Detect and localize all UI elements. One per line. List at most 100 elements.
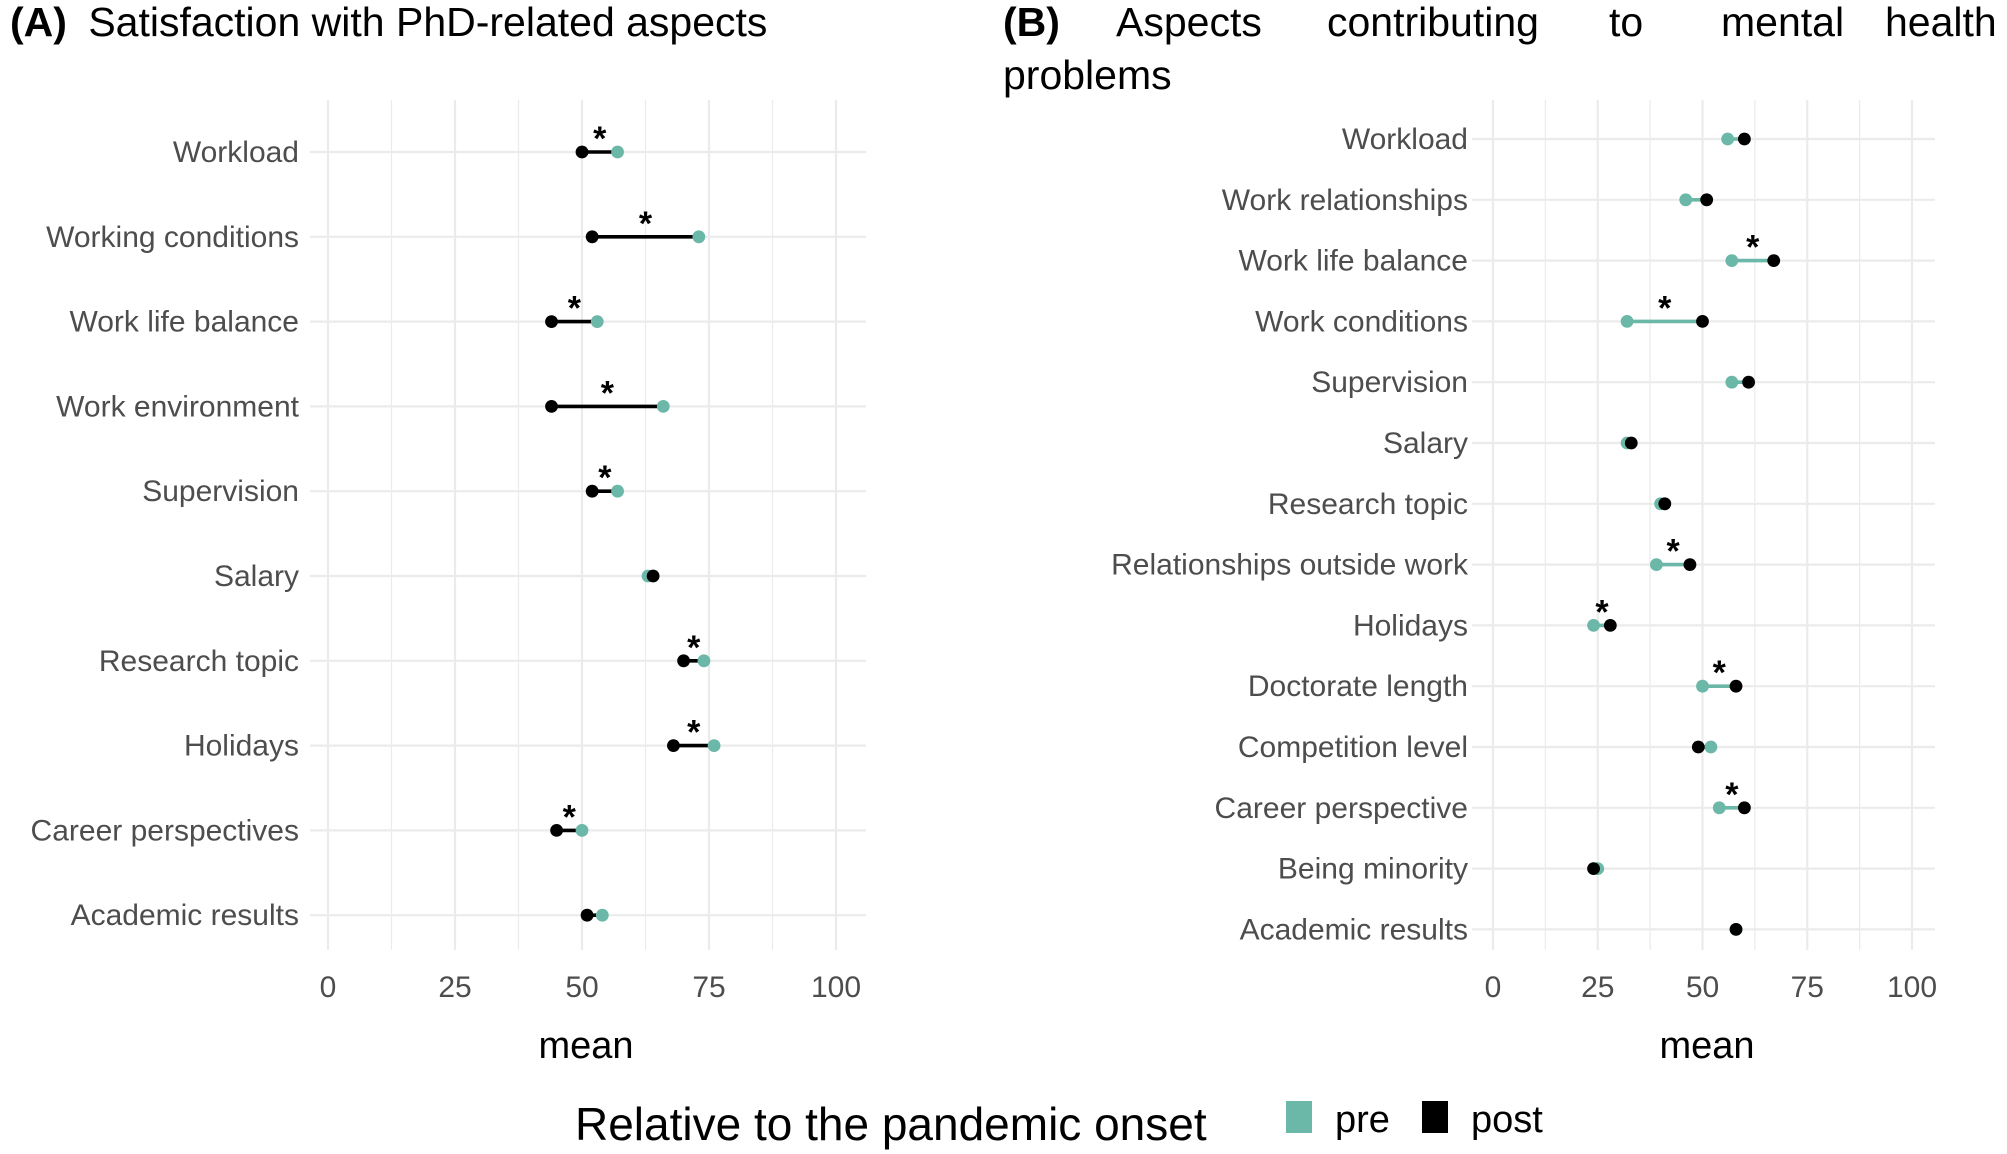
category-label: Salary (214, 560, 299, 593)
legend-label-post: post (1471, 1099, 1543, 1141)
x-tick-label: 75 (1791, 971, 1824, 1004)
panel-b-marks: * * * * * * (1587, 132, 1781, 936)
category-label: Work relationships (1222, 184, 1468, 217)
point-post (1658, 497, 1672, 511)
significance-star: * (1725, 776, 1739, 814)
panel-b-x-axis-title: mean (1659, 1025, 1754, 1067)
category-label: Work environment (56, 390, 300, 423)
point-post (1691, 740, 1705, 754)
point-pre (1587, 619, 1600, 632)
point-post (1624, 436, 1638, 450)
panel-b-x-tick-labels: 0 25 50 75 100 (1485, 971, 1937, 1004)
panel-b-category-labels: Workload Work relationships Work life bala… (1111, 123, 1469, 946)
point-pre (1704, 740, 1718, 754)
point-post (545, 400, 558, 413)
panel-b-title-word-4: mental (1721, 0, 1844, 45)
point-pre (697, 654, 711, 668)
point-post (1742, 375, 1755, 389)
point-pre (1650, 558, 1663, 571)
category-label: Supervision (1311, 366, 1468, 399)
point-pre (707, 739, 721, 752)
x-tick-label: 25 (438, 971, 471, 1004)
category-label: Salary (1383, 427, 1468, 460)
panel-a-category-labels: Workload Working conditions Work life bala… (31, 136, 300, 932)
category-label: Workload (1342, 123, 1468, 156)
significance-star: * (1658, 289, 1672, 327)
significance-star: * (1713, 654, 1727, 692)
category-label: Academic results (1240, 913, 1468, 946)
x-tick-label: 0 (320, 971, 337, 1004)
significance-star: * (1667, 533, 1681, 571)
x-tick-label: 50 (565, 971, 598, 1004)
point-post (580, 908, 594, 922)
point-pre (575, 824, 589, 837)
legend: Relative to the pandemic onset pre post (575, 1098, 1543, 1150)
panel-a: (A) Satisfaction with PhD-related aspect… (10, 0, 866, 1067)
panel-b-title-word-3: to (1609, 0, 1643, 45)
significance-star: * (639, 205, 653, 243)
point-post (1603, 619, 1617, 632)
point-pre (1696, 679, 1709, 693)
category-label: Supervision (142, 475, 299, 508)
point-pre (1620, 315, 1634, 328)
category-label: Workload (173, 136, 299, 169)
point-pre (1725, 254, 1739, 267)
panel-a-x-axis-title: mean (538, 1025, 633, 1067)
legend-swatch-post (1422, 1101, 1448, 1133)
point-pre (1725, 375, 1739, 389)
significance-star: * (563, 798, 577, 836)
point-post (1738, 132, 1751, 146)
point-post (1729, 679, 1743, 693)
point-post (677, 654, 690, 668)
panel-b-title: (B) Aspects contributing to mental healt… (1003, 0, 1997, 45)
point-post (545, 315, 558, 328)
category-label: Being minority (1278, 853, 1468, 886)
panel-a-title-text: Satisfaction with PhD-related aspects (88, 0, 767, 45)
category-label: Holidays (1353, 609, 1468, 642)
point-post (1587, 862, 1600, 875)
point-post (1738, 801, 1751, 815)
legend-swatch-pre (1286, 1101, 1312, 1133)
legend-label-pre: pre (1335, 1099, 1390, 1141)
point-post (575, 145, 589, 159)
x-tick-label: 75 (692, 971, 725, 1004)
x-tick-label: 100 (811, 971, 861, 1004)
x-tick-label: 25 (1581, 971, 1614, 1004)
category-label: Research topic (99, 645, 299, 678)
significance-star: * (1595, 593, 1609, 631)
x-tick-label: 50 (1686, 971, 1719, 1004)
panel-a-x-tick-labels: 0 25 50 75 100 (320, 971, 861, 1004)
point-pre (1679, 193, 1693, 207)
panel-b: (B) Aspects contributing to mental healt… (1003, 0, 1997, 1067)
category-label: Career perspective (1215, 792, 1468, 825)
point-pre (656, 400, 670, 413)
category-label: Holidays (184, 730, 299, 763)
point-pre (611, 484, 624, 498)
significance-star: * (601, 374, 615, 412)
category-label: Working conditions (46, 221, 299, 254)
point-post (1729, 923, 1743, 936)
x-tick-label: 100 (1887, 971, 1937, 1004)
point-post (550, 824, 563, 837)
significance-star: * (1746, 229, 1760, 267)
category-label: Doctorate length (1248, 670, 1468, 703)
category-label: Career perspectives (31, 814, 299, 847)
point-post (646, 569, 660, 583)
category-label: Work life balance (69, 306, 299, 339)
panel-a-grid (310, 100, 866, 950)
panel-b-tag: (B) (1003, 0, 1060, 45)
significance-star: * (687, 714, 701, 752)
point-pre (692, 230, 706, 244)
panel-b-title-line-2: problems (1003, 52, 1172, 98)
panel-b-title-word-1: Aspects (1116, 0, 1262, 45)
panel-a-tag: (A) (10, 0, 67, 45)
point-post (667, 739, 680, 752)
panel-a-marks: * * * * * * * * (545, 120, 721, 922)
panel-b-title-word-5: health (1885, 0, 1997, 45)
point-post (1700, 193, 1714, 207)
panel-b-grid (1472, 100, 1935, 950)
point-pre (595, 908, 609, 922)
legend-title: Relative to the pandemic onset (575, 1098, 1207, 1150)
point-post (585, 484, 599, 498)
